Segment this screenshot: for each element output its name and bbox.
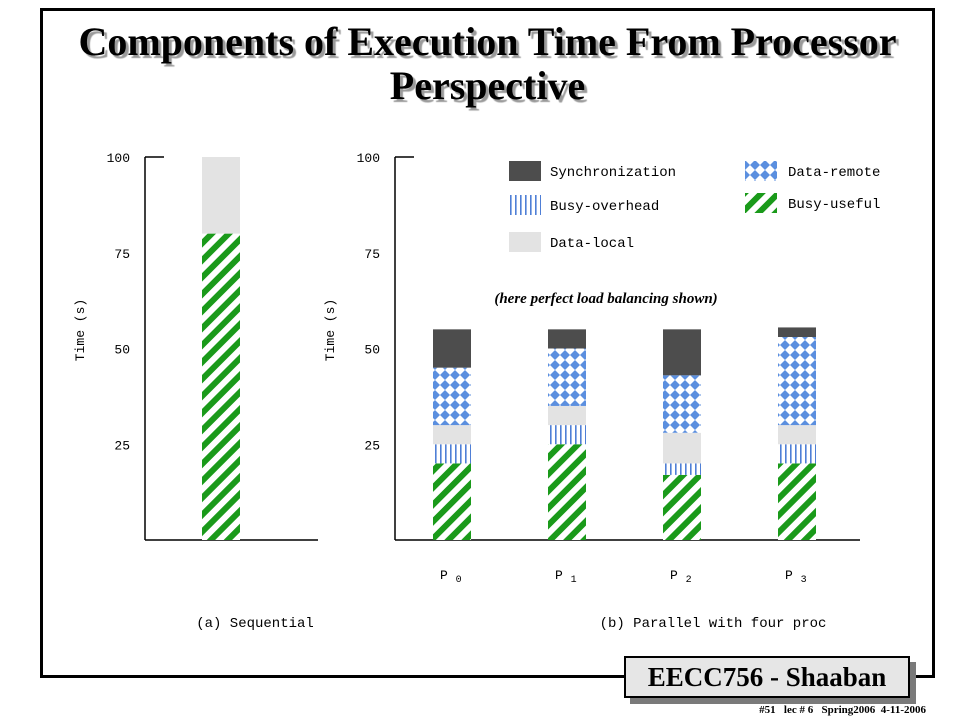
bar-b-p-3-synchronization bbox=[778, 327, 816, 338]
bar-b-p-0-data-local bbox=[433, 425, 471, 445]
panel-a-ytick-50: 50 bbox=[114, 343, 130, 358]
legend: Synchronization Busy-overhead Data-local Da… bbox=[509, 161, 880, 252]
category-labels: P 0 P 1 P 2 P 3 bbox=[440, 568, 807, 586]
legend-label-data-local: Data-local bbox=[550, 236, 634, 252]
panel-a-ytick-100: 100 bbox=[107, 151, 130, 166]
bar-b-p-3-busy-useful bbox=[778, 463, 816, 540]
panel-b-axes: Time (s) (b) Parallel with four proc (he… bbox=[323, 156, 860, 632]
bar-b-p-0-busy-overhead bbox=[433, 444, 471, 464]
category-label-p-1: P 1 bbox=[555, 568, 577, 586]
panel-b-ytick-25: 25 bbox=[364, 438, 380, 453]
slide-title: Components of Execution Time From Proces… bbox=[78, 19, 897, 108]
legend-swatch-synchronization bbox=[509, 161, 541, 181]
panel-a-ytick-75: 75 bbox=[114, 247, 130, 262]
bar-stacks bbox=[202, 157, 816, 540]
bar-b-p-1-synchronization bbox=[548, 329, 586, 349]
legend-label-busy-overhead: Busy-overhead bbox=[550, 199, 659, 215]
bar-b-p-2-busy-overhead bbox=[663, 463, 701, 475]
slide-footer: #51 lec # 6 Spring2006 4-11-2006 bbox=[759, 704, 926, 716]
panel-b-ytick-100: 100 bbox=[357, 151, 380, 166]
panel-b-caption: (b) Parallel with four proc bbox=[600, 616, 827, 632]
legend-label-synchronization: Synchronization bbox=[550, 165, 676, 181]
bar-b-p-3-busy-overhead bbox=[778, 444, 816, 464]
category-label-p-0: P 0 bbox=[440, 568, 462, 586]
legend-swatch-data-local bbox=[509, 232, 541, 252]
bar-b-p-1-busy-overhead bbox=[548, 425, 586, 445]
bar-b-p-2-data-remote bbox=[663, 375, 701, 433]
panel-b-y-label: Time (s) bbox=[323, 299, 338, 361]
bar-b-p-0-busy-useful bbox=[433, 463, 471, 540]
bar-b-p-1-data-local bbox=[548, 405, 586, 426]
legend-label-busy-useful: Busy-useful bbox=[788, 197, 880, 213]
legend-swatch-data-remote bbox=[745, 161, 777, 181]
course-badge: EECC756 - Shaaban bbox=[624, 656, 910, 698]
bar-b-p-2-data-local bbox=[663, 432, 701, 464]
course-badge-text: EECC756 - Shaaban bbox=[647, 662, 887, 692]
bar-a-data-local bbox=[202, 157, 240, 234]
panel-b-ytick-75: 75 bbox=[364, 247, 380, 262]
bar-b-p-0-data-remote bbox=[433, 367, 471, 426]
bar-b-p-3-data-local bbox=[778, 425, 816, 445]
bar-b-p-3-data-remote bbox=[778, 337, 816, 426]
panel-a-axes: Time (s) (a) Sequential bbox=[73, 156, 318, 632]
legend-swatch-busy-overhead bbox=[509, 195, 541, 215]
bar-b-p-0-synchronization bbox=[433, 329, 471, 368]
legend-label-data-remote: Data-remote bbox=[788, 165, 880, 181]
bar-b-p-1-data-remote bbox=[548, 348, 586, 406]
category-label-p-3: P 3 bbox=[785, 568, 807, 586]
category-label-p-2: P 2 bbox=[670, 568, 692, 586]
bar-b-p-1-busy-useful bbox=[548, 444, 586, 540]
panel-a-y-label: Time (s) bbox=[73, 299, 88, 361]
load-balance-note: (here perfect load balancing shown) bbox=[494, 291, 717, 307]
panel-b-ytick-50: 50 bbox=[364, 343, 380, 358]
bar-b-p-2-busy-useful bbox=[663, 474, 701, 540]
panel-a-ytick-25: 25 bbox=[114, 438, 130, 453]
bar-a-busy-useful bbox=[202, 233, 240, 540]
bar-b-p-2-synchronization bbox=[663, 329, 701, 376]
tick-labels: 25 50 75 100 25 50 75 100 bbox=[107, 151, 380, 453]
legend-swatch-busy-useful bbox=[745, 193, 777, 213]
panel-a-caption: (a) Sequential bbox=[196, 616, 314, 632]
